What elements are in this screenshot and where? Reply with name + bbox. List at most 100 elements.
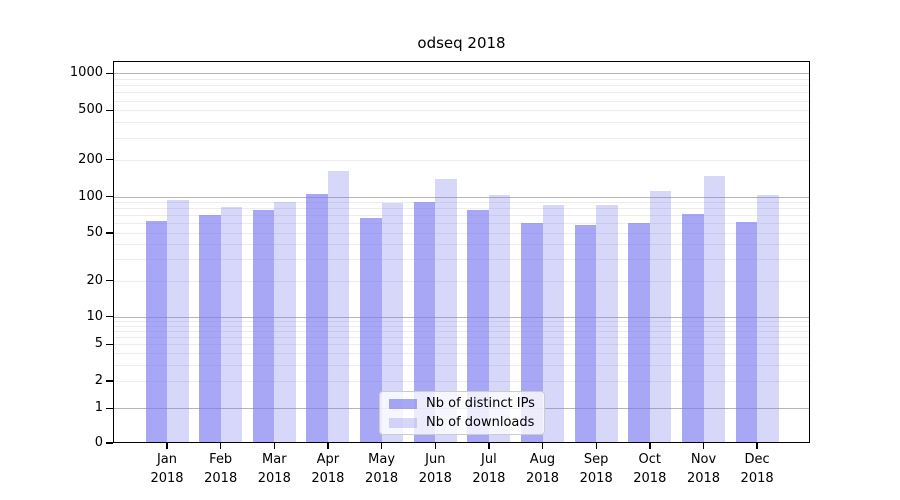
gridline-minor bbox=[113, 137, 810, 139]
x-tick-label: Mar 2018 bbox=[257, 452, 291, 486]
x-tick-mark bbox=[756, 443, 758, 449]
gridline-minor bbox=[113, 122, 810, 124]
y-tick-label: 200 bbox=[78, 151, 103, 167]
gridline-minor bbox=[113, 344, 810, 346]
x-tick-label: Nov 2018 bbox=[686, 452, 721, 486]
x-tick-mark bbox=[380, 443, 383, 449]
gridline-minor bbox=[113, 100, 810, 102]
bar-distinct-ips-mar bbox=[252, 210, 275, 443]
gridline-minor bbox=[113, 353, 810, 355]
legend-swatch-distinct-ips bbox=[389, 398, 417, 409]
gridline-minor bbox=[113, 330, 810, 332]
x-tick-label: Feb 2018 bbox=[204, 452, 238, 486]
gridline-minor bbox=[113, 280, 810, 282]
gridline-major bbox=[113, 196, 810, 198]
y-tick-mark bbox=[106, 343, 113, 345]
gridline-minor bbox=[113, 380, 810, 382]
legend-item-distinct-ips: Nb of distinct IPs bbox=[389, 396, 535, 412]
bar-downloads-mar bbox=[274, 201, 296, 443]
gridline-minor bbox=[113, 320, 810, 322]
x-tick-mark bbox=[541, 443, 544, 449]
bar-downloads-nov bbox=[703, 175, 725, 443]
bar-distinct-ips-dec bbox=[735, 222, 758, 443]
bar-distinct-ips-jan bbox=[145, 220, 167, 443]
y-tick-mark bbox=[106, 232, 113, 234]
y-tick-mark bbox=[106, 442, 113, 444]
gridline-minor bbox=[113, 110, 810, 112]
bar-distinct-ips-feb bbox=[199, 215, 221, 443]
legend: Nb of distinct IPs Nb of downloads bbox=[379, 391, 545, 435]
gridline-minor bbox=[113, 85, 810, 87]
y-tick-label: 500 bbox=[78, 102, 103, 118]
y-tick-mark bbox=[106, 195, 113, 198]
gridline-minor bbox=[113, 202, 810, 204]
bar-downloads-may bbox=[381, 203, 404, 443]
bar-downloads-apr bbox=[327, 170, 350, 443]
y-tick-label: 20 bbox=[86, 272, 103, 288]
gridline-minor bbox=[113, 244, 810, 246]
bar-distinct-ips-oct bbox=[628, 223, 650, 443]
gridline-minor bbox=[113, 159, 810, 161]
x-tick-label: Jun 2018 bbox=[418, 452, 452, 486]
gridline-minor bbox=[113, 215, 810, 217]
bar-distinct-ips-jul bbox=[467, 210, 489, 443]
x-tick-mark bbox=[488, 443, 490, 449]
y-tick-label: 2 bbox=[94, 372, 103, 388]
x-tick-mark bbox=[273, 443, 276, 449]
x-tick-label: May 2018 bbox=[365, 452, 399, 486]
y-tick-mark bbox=[106, 407, 113, 409]
x-tick-mark bbox=[166, 443, 168, 449]
y-tick-mark bbox=[106, 158, 113, 161]
gridline-major bbox=[113, 73, 810, 75]
y-tick-mark bbox=[106, 109, 113, 112]
legend-label-distinct-ips: Nb of distinct IPs bbox=[426, 395, 535, 411]
y-tick-label: 5 bbox=[94, 336, 103, 352]
plot-area bbox=[113, 61, 810, 443]
x-tick-label: Sep 2018 bbox=[579, 452, 613, 486]
x-tick-mark bbox=[219, 443, 222, 449]
x-tick-label: Jul 2018 bbox=[472, 452, 506, 486]
y-tick-label: 1000 bbox=[69, 65, 103, 81]
gridlines-layer bbox=[113, 61, 810, 443]
gridline-minor bbox=[113, 364, 810, 366]
gridline-minor bbox=[113, 337, 810, 338]
chart-title: odseq 2018 bbox=[417, 34, 506, 52]
x-tick-label: Dec 2018 bbox=[740, 452, 774, 486]
x-tick-mark bbox=[595, 443, 597, 449]
bar-distinct-ips-sep bbox=[574, 225, 597, 443]
bar-downloads-jun bbox=[435, 179, 457, 443]
gridline-minor bbox=[113, 232, 810, 234]
gridline-minor bbox=[113, 259, 810, 261]
bar-downloads-sep bbox=[596, 205, 618, 443]
bar-downloads-dec bbox=[757, 194, 779, 443]
y-tick-mark bbox=[106, 72, 113, 75]
x-tick-mark bbox=[434, 443, 436, 449]
y-tick-label: 1 bbox=[94, 400, 103, 416]
x-tick-label: Jan 2018 bbox=[150, 452, 184, 486]
y-tick-label: 100 bbox=[78, 188, 103, 204]
gridline-major bbox=[113, 316, 810, 318]
y-tick-mark bbox=[106, 279, 113, 282]
y-tick-mark bbox=[106, 380, 113, 382]
bar-downloads-jan bbox=[167, 199, 189, 443]
legend-label-downloads: Nb of downloads bbox=[426, 414, 535, 430]
bar-distinct-ips-nov bbox=[682, 213, 704, 443]
legend-swatch-downloads bbox=[389, 417, 417, 428]
x-tick-label: Oct 2018 bbox=[633, 452, 667, 486]
gridline-minor bbox=[113, 208, 810, 210]
gridline-minor bbox=[113, 325, 810, 327]
gridline-minor bbox=[113, 223, 810, 225]
y-tick-mark bbox=[106, 315, 113, 318]
bar-downloads-jul bbox=[488, 194, 511, 443]
x-tick-mark bbox=[702, 443, 705, 449]
x-tick-label: Apr 2018 bbox=[311, 452, 345, 486]
bar-distinct-ips-may bbox=[360, 218, 382, 443]
bar-downloads-oct bbox=[649, 190, 672, 443]
bars-layer bbox=[113, 61, 810, 443]
x-tick-label: Aug 2018 bbox=[525, 452, 560, 486]
bar-distinct-ips-aug bbox=[521, 223, 543, 443]
gridline-minor bbox=[113, 92, 810, 94]
x-tick-mark bbox=[327, 443, 329, 449]
bar-distinct-ips-apr bbox=[306, 193, 328, 443]
